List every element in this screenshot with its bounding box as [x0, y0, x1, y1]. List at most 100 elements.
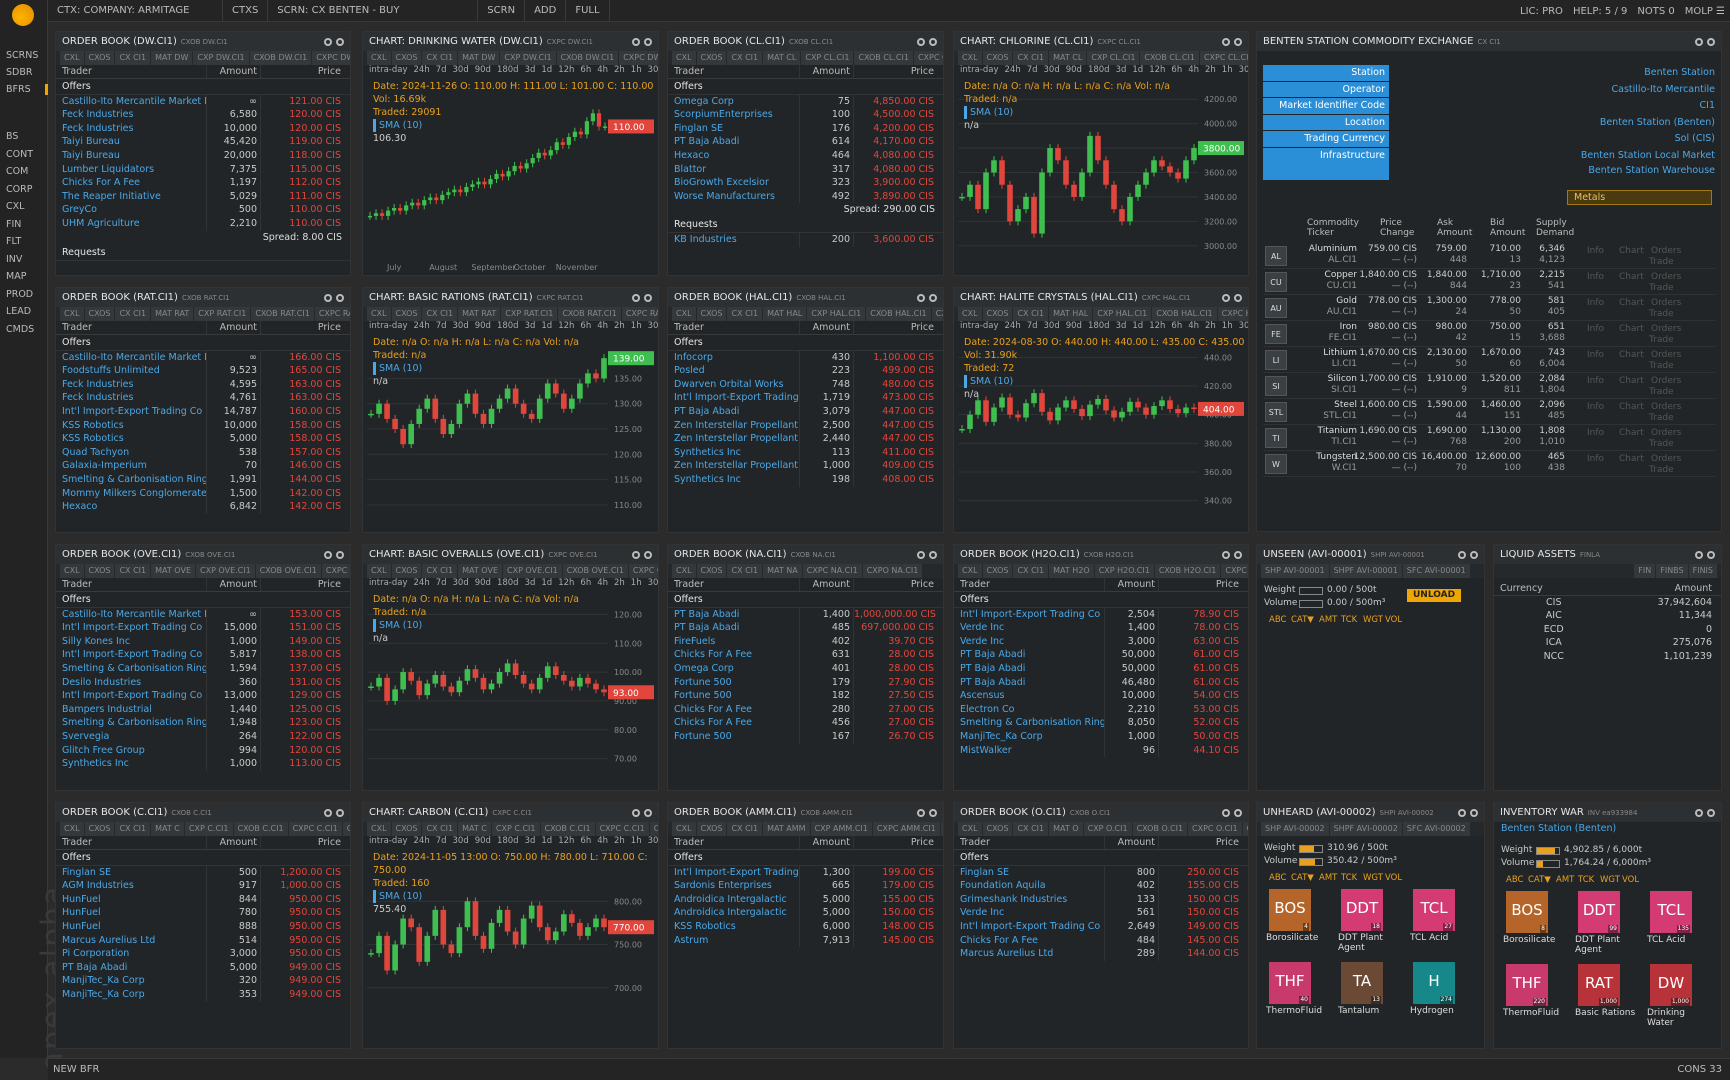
period[interactable]: 2h: [614, 578, 625, 588]
sort-filter[interactable]: ABC: [1269, 615, 1287, 625]
period[interactable]: 1h: [1221, 321, 1233, 331]
order-row[interactable]: Lumber Liquidators 7,375 115.00 CIS: [56, 162, 350, 177]
sort-filter[interactable]: ABC: [1269, 873, 1287, 883]
sort-filter[interactable]: VOL: [1385, 615, 1403, 625]
row-action[interactable]: Trade: [1649, 465, 1674, 475]
field-value[interactable]: Benten Station (Benten): [1599, 116, 1715, 128]
order-row[interactable]: PT Baja Abadi 1,400 1,000,000.00 CIS: [668, 607, 943, 622]
period[interactable]: 30d: [452, 65, 469, 75]
tab[interactable]: CX CI1: [422, 564, 458, 578]
field-value[interactable]: Castillo-Ito Mercantile: [1611, 83, 1715, 95]
order-row[interactable]: Ascensus 10,000 54.00 CIS: [954, 689, 1248, 703]
row-action[interactable]: Orders: [1651, 428, 1682, 438]
order-row[interactable]: Pi Corporation 3,000 950.00 CIS: [56, 947, 350, 961]
period[interactable]: 90d: [474, 836, 491, 846]
order-row[interactable]: ScorpiumEnterprises 100 4,500.00 CIS: [668, 108, 943, 122]
tab[interactable]: CXOB OVE.CI1: [562, 564, 628, 578]
tab[interactable]: CXOS: [982, 564, 1013, 578]
tab[interactable]: CXPC C.CI1: [288, 822, 342, 836]
order-row[interactable]: Taiyi Bureau 20,000 118.00 CIS: [56, 148, 350, 163]
tab[interactable]: MAT DW: [458, 51, 500, 65]
tab[interactable]: SHPF AVI-00002: [1329, 822, 1402, 836]
sidebar-tab[interactable]: BFRS: [6, 84, 48, 95]
tab[interactable]: CXOB HAL.CI1: [1152, 307, 1217, 321]
period[interactable]: 1h: [630, 321, 642, 331]
order-row[interactable]: Int'l Import-Export Trading Co 13,000 129.…: [56, 689, 350, 703]
period[interactable]: 30m: [1238, 321, 1248, 331]
period[interactable]: 30d: [1043, 321, 1060, 331]
tab[interactable]: SFC AVI-00002: [1402, 822, 1470, 836]
period[interactable]: 2h: [614, 65, 625, 75]
tab[interactable]: CXOB C.CI1: [540, 822, 595, 836]
tab[interactable]: MAT C: [151, 822, 184, 836]
ticker-icon[interactable]: STL: [1265, 402, 1287, 422]
row-action[interactable]: Trade: [1649, 439, 1674, 449]
tab[interactable]: CX CI1: [115, 822, 151, 836]
sidebar-item[interactable]: INV: [6, 253, 23, 265]
ticker-icon[interactable]: SI: [1265, 376, 1287, 396]
sidebar-item[interactable]: BS: [6, 131, 19, 142]
screen-button[interactable]: SCRN: [478, 0, 526, 21]
material-tile[interactable]: H 274: [1413, 962, 1455, 1004]
order-row[interactable]: Foundation Aquila 402 155.00 CIS: [954, 879, 1248, 893]
period[interactable]: 4h: [597, 321, 608, 331]
ticker-icon[interactable]: AL: [1265, 246, 1287, 266]
tab[interactable]: CXOS: [982, 822, 1013, 836]
period[interactable]: 1d: [541, 321, 553, 331]
period[interactable]: 2h: [1205, 321, 1216, 331]
tab[interactable]: CXPC OVE.CI1: [628, 564, 658, 578]
order-row[interactable]: Silly Kones Inc 1,000 149.00 CIS: [56, 634, 350, 649]
period[interactable]: 4h: [597, 578, 608, 588]
order-row[interactable]: Smelting & Carbonisation Ring 8,050 52.00 …: [954, 716, 1248, 730]
tab[interactable]: CXPC DW.CI1: [619, 51, 658, 65]
tab[interactable]: CXOS: [391, 51, 422, 65]
period[interactable]: 1d: [541, 836, 553, 846]
sidebar-item[interactable]: LEAD: [6, 306, 32, 317]
tab[interactable]: CXP H2O.CI1: [1094, 564, 1154, 578]
order-row[interactable]: Synthetics Inc 198 408.00 CIS: [668, 472, 943, 487]
ticker-icon[interactable]: LI: [1265, 350, 1287, 370]
order-row[interactable]: Synthetics Inc 113 411.00 CIS: [668, 445, 943, 460]
status-item[interactable]: NOTS 0: [1637, 5, 1675, 17]
material-tile[interactable]: DDT 99: [1578, 891, 1620, 933]
order-row[interactable]: Int'l Import-Export Trading Co 5,817 138.0…: [56, 648, 350, 662]
tab[interactable]: CXL: [958, 51, 982, 65]
order-row[interactable]: Zen Interstellar Propellant 1,000 409.00 C…: [668, 459, 943, 473]
tab[interactable]: CXL: [60, 822, 84, 836]
tab[interactable]: CXOS: [982, 307, 1013, 321]
period[interactable]: 12h: [558, 578, 575, 588]
order-row[interactable]: Int'l Import-Export Trading Co1,719473.0…: [668, 391, 943, 405]
order-row[interactable]: Verde Inc 561 150.00 CIS: [954, 906, 1248, 920]
tab[interactable]: CXL: [60, 564, 84, 578]
tab[interactable]: CXOS: [696, 51, 727, 65]
order-row[interactable]: Castillo-Ito Mercantile Market Maker∞166…: [56, 350, 350, 365]
tab[interactable]: CXP AMM.CI1: [810, 822, 872, 836]
tab[interactable]: MAT CL: [1049, 51, 1087, 65]
order-row[interactable]: PT Baja Abadi 50,000 61.00 CIS: [954, 661, 1248, 676]
order-row[interactable]: BioGrowth Excelsior 323 3,900.00 CIS: [668, 176, 943, 190]
tab[interactable]: SHP AVI-00001: [1261, 564, 1329, 578]
tab[interactable]: CXOS: [84, 822, 115, 836]
order-row[interactable]: ManjiTec_Ka Corp 353 949.00 CIS: [56, 987, 350, 1002]
order-row[interactable]: Int'l Import-Export Trading Co 2,504 78.90…: [954, 607, 1248, 622]
order-row[interactable]: Fortune 500 179 27.90 CIS: [668, 675, 943, 690]
tab[interactable]: CXOB CL.CI1: [1140, 51, 1199, 65]
tab[interactable]: CXL: [367, 51, 391, 65]
tab[interactable]: CX CI1: [115, 307, 151, 321]
tab[interactable]: CXPC CL.CI1: [1199, 51, 1248, 65]
tab[interactable]: CXOS: [84, 307, 115, 321]
sort-filter[interactable]: VOL: [1622, 875, 1640, 885]
order-row[interactable]: Feck Industries 6,580 120.00 CIS: [56, 108, 350, 122]
order-row[interactable]: Chicks For A Fee 1,197 112.00 CIS: [56, 176, 350, 190]
period[interactable]: 180d: [496, 578, 519, 588]
order-row[interactable]: KSS Robotics 6,000 148.00 CIS: [668, 919, 943, 934]
order-row[interactable]: Grimeshank Industries 133 150.00 CIS: [954, 892, 1248, 907]
order-row[interactable]: Smelting & Carbonisation Ring 1,948 123.00…: [56, 716, 350, 730]
order-row[interactable]: Finglan SE 800 250.00 CIS: [954, 865, 1248, 880]
period[interactable]: 6h: [1171, 321, 1183, 331]
material-tile[interactable]: TCL 27: [1413, 889, 1455, 931]
period[interactable]: 180d: [496, 321, 519, 331]
order-row[interactable]: Verde Inc 3,000 63.00 CIS: [954, 634, 1248, 649]
tab[interactable]: CXL: [60, 307, 84, 321]
order-row[interactable]: Feck Industries 10,000 120.00 CIS: [56, 121, 350, 136]
